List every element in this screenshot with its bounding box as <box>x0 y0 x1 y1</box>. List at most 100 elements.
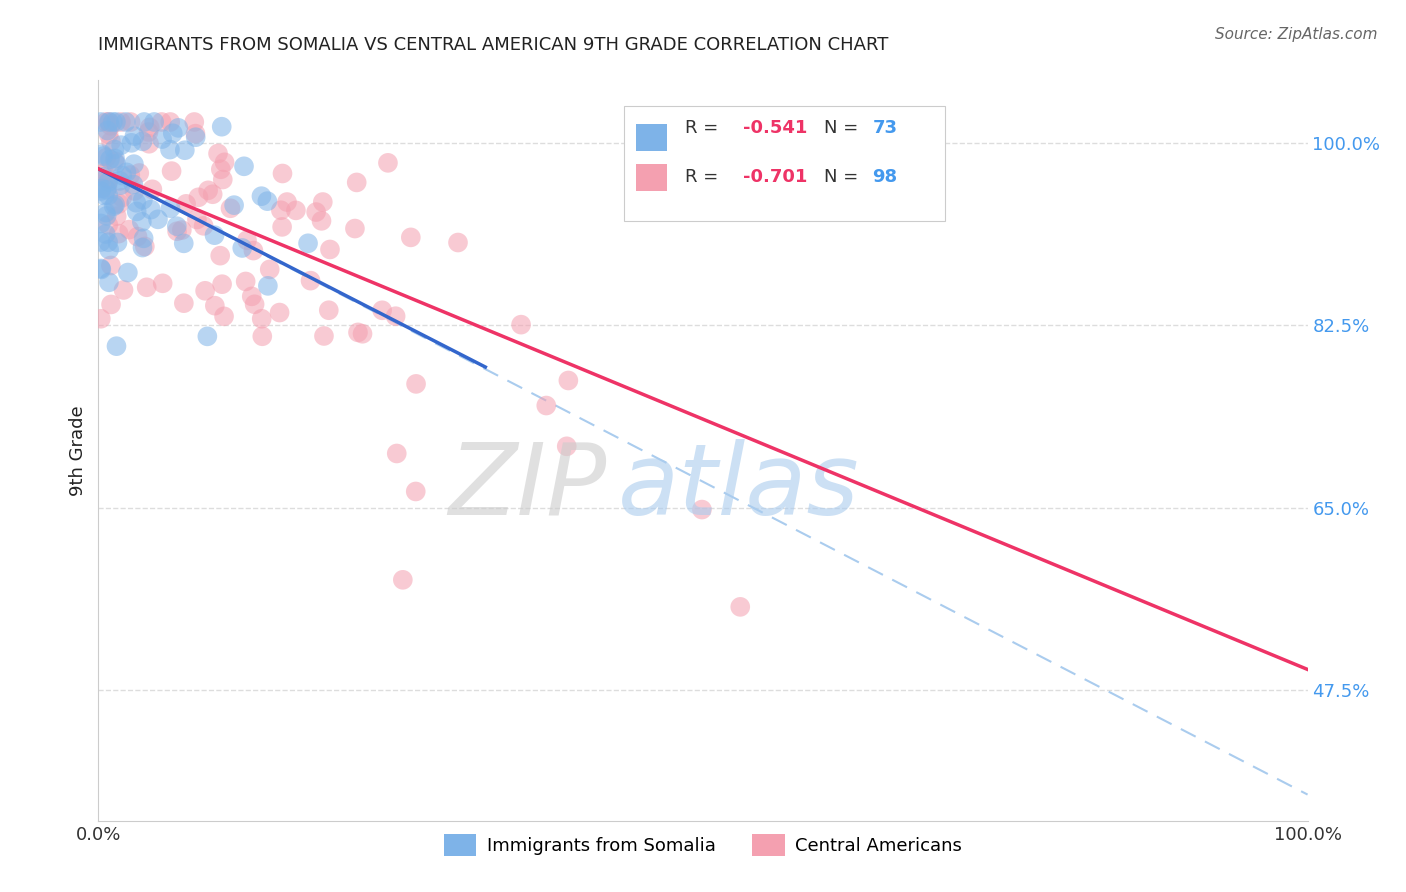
Point <box>447 235 470 250</box>
Point <box>141 182 163 196</box>
Point <box>125 195 148 210</box>
Point <box>173 143 195 157</box>
Text: R =: R = <box>685 169 724 186</box>
Point <box>118 222 141 236</box>
Point <box>100 297 122 311</box>
Point <box>193 219 215 233</box>
Point <box>98 115 121 129</box>
Point <box>93 188 115 202</box>
Point <box>235 275 257 289</box>
Point <box>166 224 188 238</box>
Point <box>197 183 219 197</box>
Point <box>352 326 374 341</box>
Point <box>510 318 533 332</box>
Point <box>555 439 578 453</box>
Text: N =: N = <box>824 120 863 137</box>
Point <box>399 230 422 244</box>
Point <box>104 157 127 171</box>
Point <box>104 152 127 166</box>
Point <box>728 599 751 614</box>
Point <box>112 283 135 297</box>
Point <box>271 167 294 181</box>
Point <box>108 174 131 188</box>
Point <box>250 311 273 326</box>
FancyBboxPatch shape <box>624 106 945 221</box>
Point <box>105 209 128 223</box>
Point <box>124 184 146 198</box>
Point <box>184 130 207 145</box>
Text: ZIP: ZIP <box>449 439 606 536</box>
Point <box>236 233 259 247</box>
Point <box>690 502 713 516</box>
Point <box>173 296 195 310</box>
Point <box>104 197 127 211</box>
Point <box>97 218 120 232</box>
Point <box>343 221 366 235</box>
Point <box>166 219 188 234</box>
Point <box>97 175 120 189</box>
Point <box>100 119 122 133</box>
Point <box>111 191 134 205</box>
Point <box>138 125 160 139</box>
Point <box>131 215 153 229</box>
Point <box>211 172 233 186</box>
Point <box>90 184 112 198</box>
Point <box>299 274 322 288</box>
Point <box>243 297 266 311</box>
Point <box>276 195 298 210</box>
Text: 73: 73 <box>872 120 897 137</box>
Point <box>127 229 149 244</box>
Point <box>124 129 146 144</box>
Point <box>152 277 174 291</box>
Point <box>98 275 121 289</box>
Point <box>134 115 156 129</box>
Text: 98: 98 <box>872 169 897 186</box>
Point <box>93 166 115 180</box>
Point <box>110 178 132 193</box>
Point <box>125 204 148 219</box>
Point <box>120 115 142 129</box>
Point <box>269 305 291 319</box>
Point <box>256 194 278 209</box>
Point <box>91 147 114 161</box>
Point <box>108 196 131 211</box>
Point <box>312 329 335 343</box>
Point <box>138 136 160 151</box>
Point <box>100 135 122 149</box>
Text: atlas: atlas <box>619 439 860 536</box>
Point <box>101 115 124 129</box>
Point <box>91 169 114 184</box>
Point <box>97 188 120 202</box>
Point <box>284 203 307 218</box>
Text: R =: R = <box>685 120 724 137</box>
Point <box>96 180 118 194</box>
Point <box>90 235 112 249</box>
Point <box>120 168 142 182</box>
Point <box>270 203 292 218</box>
Point <box>271 219 294 234</box>
Point <box>405 376 427 391</box>
Point <box>96 209 118 223</box>
Point <box>139 202 162 217</box>
Point <box>94 227 117 241</box>
Point <box>204 299 226 313</box>
Point <box>201 187 224 202</box>
Point <box>377 156 399 170</box>
Point <box>392 573 415 587</box>
Point <box>204 228 226 243</box>
Point <box>107 227 129 241</box>
Point <box>385 446 408 460</box>
Point <box>259 262 281 277</box>
Point <box>98 243 121 257</box>
Point <box>214 155 236 169</box>
Point <box>138 120 160 135</box>
Point <box>173 236 195 251</box>
Point <box>159 115 181 129</box>
Point <box>219 202 242 216</box>
Point <box>114 115 136 129</box>
Y-axis label: 9th Grade: 9th Grade <box>69 405 87 496</box>
Point <box>110 138 132 153</box>
Text: -0.541: -0.541 <box>742 120 807 137</box>
Point <box>97 128 120 142</box>
Point <box>100 259 122 273</box>
